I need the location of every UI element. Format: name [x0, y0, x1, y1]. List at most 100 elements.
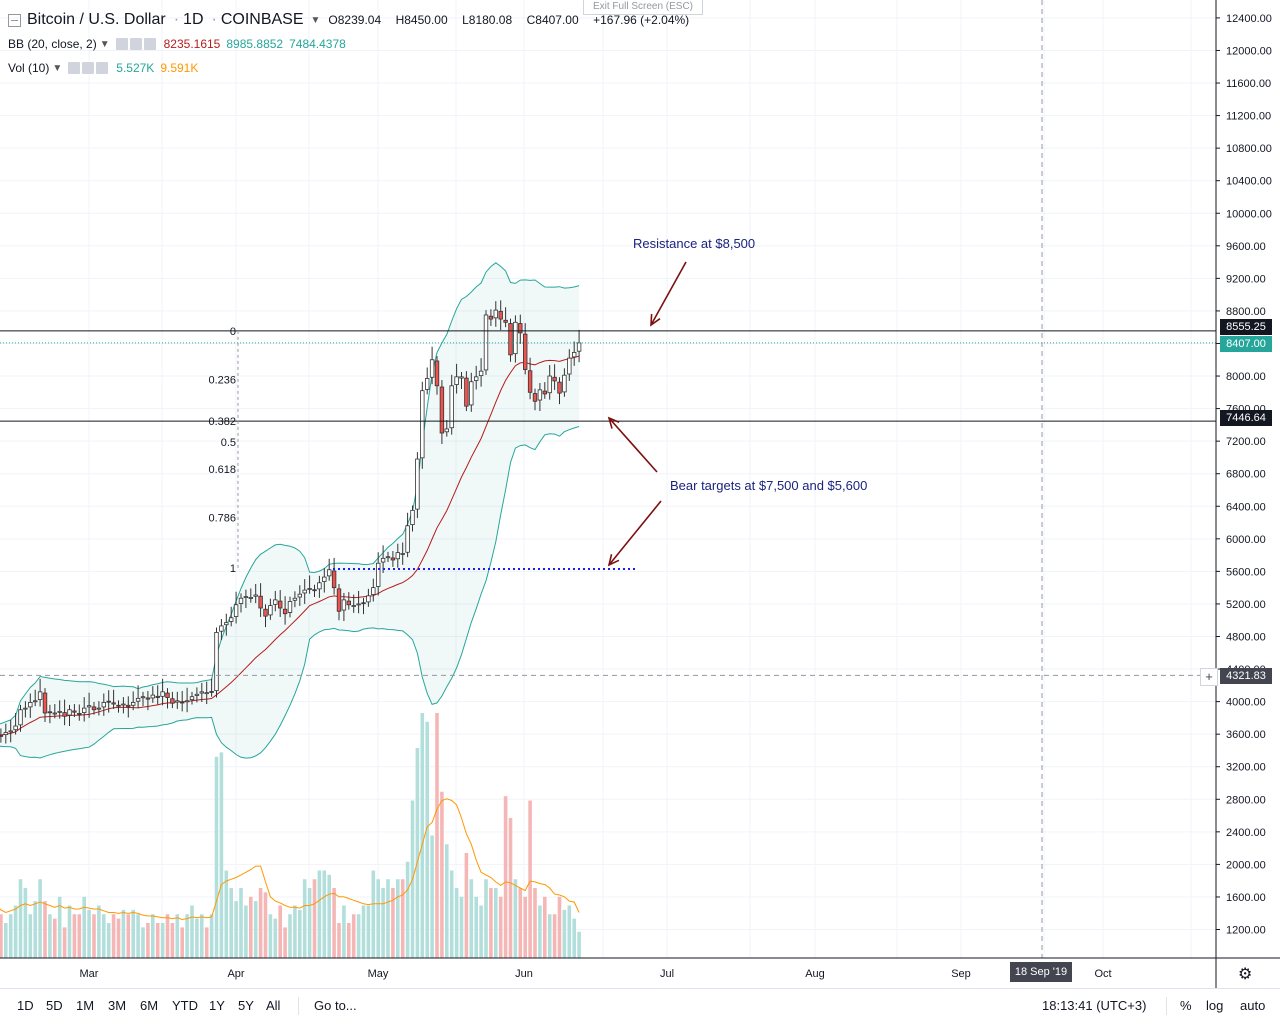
volume-bar: [400, 879, 405, 958]
tf-5y[interactable]: 5Y: [238, 998, 254, 1013]
candle: [322, 568, 327, 593]
candle-body: [189, 696, 195, 700]
price-tick-label: 12400.00: [1226, 13, 1272, 25]
tf-ytd[interactable]: YTD: [172, 998, 198, 1013]
volume-bar: [317, 870, 322, 958]
volume-bar: [87, 909, 91, 958]
candle-body: [351, 605, 356, 607]
candle-body: [464, 377, 469, 407]
goto-button[interactable]: Go to...: [314, 998, 357, 1013]
volume-bar: [200, 914, 204, 958]
candle-body: [292, 597, 298, 601]
chevron-down-icon[interactable]: ▼: [99, 38, 110, 50]
price-tick-label: 7200.00: [1226, 436, 1266, 448]
candle: [214, 627, 219, 698]
candle-body: [488, 315, 494, 320]
volume-bar: [547, 914, 552, 958]
crosshair-date-badge: 18 Sep '19: [1010, 962, 1072, 982]
percent-toggle[interactable]: %: [1180, 998, 1192, 1013]
volume-bar: [312, 879, 317, 958]
price-tick-label: 5600.00: [1226, 566, 1266, 578]
candle: [459, 371, 464, 390]
bb-legend: BB (20, close, 2) ▼ 8235.1615 8985.8852 …: [8, 37, 346, 51]
tf-1d[interactable]: 1D: [17, 998, 34, 1013]
volume-bar: [484, 879, 488, 958]
volume-bar: [396, 879, 400, 958]
candle: [23, 701, 28, 718]
candle-body: [366, 595, 371, 603]
candle-body: [572, 352, 577, 358]
auto-toggle[interactable]: auto: [1240, 998, 1266, 1013]
volume-bar: [48, 914, 52, 958]
candle-body: [346, 600, 351, 606]
tf-6m[interactable]: 6M: [140, 998, 159, 1013]
price-tick-label: 6000.00: [1226, 534, 1266, 546]
volume-bar: [77, 914, 82, 958]
volume-bar: [376, 879, 380, 958]
price-tick-label: 4800.00: [1226, 631, 1266, 643]
volume-bar: [131, 909, 135, 958]
candle: [356, 590, 361, 614]
candle-body: [150, 694, 155, 699]
candle-body: [130, 702, 136, 706]
candle-body: [449, 385, 454, 429]
tf-1y[interactable]: 1Y: [209, 998, 225, 1013]
volume-bar: [204, 927, 209, 958]
clock[interactable]: 18:13:41 (UTC+3): [1042, 998, 1147, 1013]
chevron-down-icon[interactable]: ▼: [310, 14, 321, 26]
settings-icon[interactable]: [129, 38, 142, 50]
candle-body: [18, 709, 23, 726]
volume-bar: [474, 896, 478, 958]
candle: [57, 700, 62, 719]
log-toggle[interactable]: log: [1206, 998, 1224, 1013]
chevron-down-icon[interactable]: ▼: [52, 62, 63, 74]
candle: [385, 551, 391, 563]
close-icon[interactable]: [96, 62, 109, 74]
bb-indicator-label[interactable]: BB (20, close, 2): [8, 37, 97, 51]
close-icon[interactable]: [143, 38, 156, 50]
candle: [179, 691, 185, 712]
volume-bar: [538, 905, 542, 958]
candle: [111, 689, 116, 709]
tf-1m[interactable]: 1M: [76, 998, 95, 1013]
volume-bar: [361, 905, 366, 958]
candle: [493, 301, 498, 327]
add-alert-icon[interactable]: +: [1200, 668, 1218, 686]
candle: [562, 368, 567, 397]
candle: [199, 682, 204, 703]
volume-bar: [258, 888, 263, 958]
gear-icon[interactable]: ⚙: [1238, 966, 1253, 983]
symbol-name[interactable]: Bitcoin / U.S. Dollar: [27, 11, 166, 28]
settings-icon[interactable]: [82, 62, 95, 74]
eye-icon[interactable]: [68, 62, 81, 74]
candle-body: [72, 710, 77, 713]
horizontal-lines: [0, 0, 1216, 958]
change-value: +167.96 (+2.04%): [593, 13, 690, 27]
month-label: Apr: [227, 968, 244, 980]
price-tick-label: 2000.00: [1226, 859, 1266, 871]
candle-body: [317, 582, 322, 590]
collapse-icon[interactable]: [8, 13, 21, 27]
candle-body: [356, 603, 361, 606]
candle-body: [508, 323, 513, 356]
exchange[interactable]: COINBASE: [220, 11, 304, 28]
volume-ma-line: [0, 798, 580, 921]
candle-body: [454, 376, 459, 385]
exit-fullscreen-button[interactable]: Exit Full Screen (ESC): [583, 0, 703, 15]
price-tick-label: 8800.00: [1226, 306, 1266, 318]
candle-body: [184, 700, 190, 703]
volume-bar: [572, 918, 576, 958]
volume-indicator-label[interactable]: Vol (10): [8, 61, 50, 75]
interval[interactable]: 1D: [183, 11, 204, 28]
volume-bar: [283, 927, 287, 958]
candle: [375, 552, 381, 596]
tf-3m[interactable]: 3M: [108, 998, 127, 1013]
tf-all[interactable]: All: [266, 998, 281, 1013]
price-tick-label: 9600.00: [1226, 241, 1266, 253]
tf-5d[interactable]: 5D: [46, 998, 63, 1013]
candle-body: [312, 589, 317, 592]
bollinger-upper-line: [0, 262, 580, 725]
candle-body: [268, 605, 273, 616]
eye-icon[interactable]: [115, 38, 128, 50]
